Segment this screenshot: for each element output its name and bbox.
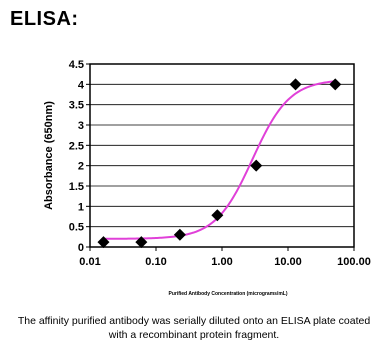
data-point — [97, 236, 110, 249]
figure-caption: The affinity purified antibody was seria… — [17, 315, 371, 341]
y-tick-label: 1 — [78, 201, 84, 213]
x-tick-label: 100.00 — [337, 256, 371, 268]
elisa-chart: 0 0.5 1 1.5 2 2.5 3 3.5 4 4.5 0.01 0.10 1.00 10.00 10… — [43, 59, 371, 297]
x-axis-title: Purified Antibody Concentration (microgr… — [169, 291, 288, 297]
y-tick-label: 1.5 — [69, 181, 84, 193]
gridlines — [90, 83, 354, 228]
x-tick-label: 1.00 — [211, 256, 232, 268]
y-tick-label: 0.5 — [69, 222, 84, 234]
x-tick-label: 0.10 — [145, 256, 166, 268]
page-title: ELISA: — [10, 8, 79, 30]
data-point — [289, 78, 302, 91]
y-tick-label: 3.5 — [69, 100, 84, 112]
y-tick-label: 3 — [78, 120, 84, 132]
data-point — [250, 159, 263, 172]
y-tick-label: 0 — [78, 242, 84, 254]
data-point — [173, 228, 186, 241]
plot-area — [89, 63, 355, 248]
y-tick-label: 2.5 — [69, 140, 84, 152]
y-axis-ticks: 0 0.5 1 1.5 2 2.5 3 3.5 4 4.5 — [69, 59, 90, 254]
data-point — [135, 236, 148, 249]
x-tick-label: 10.00 — [274, 256, 302, 268]
y-axis-title: Absorbance (650nm) — [43, 101, 55, 210]
data-points — [97, 78, 342, 249]
y-tick-label: 4.5 — [69, 59, 84, 71]
x-tick-label: 0.01 — [79, 256, 100, 268]
data-point — [211, 209, 224, 222]
data-point — [329, 78, 342, 91]
x-axis-ticks: 0.01 0.10 1.00 10.00 100.00 — [79, 247, 371, 268]
y-tick-label: 4 — [78, 79, 85, 91]
y-tick-label: 2 — [78, 161, 84, 173]
